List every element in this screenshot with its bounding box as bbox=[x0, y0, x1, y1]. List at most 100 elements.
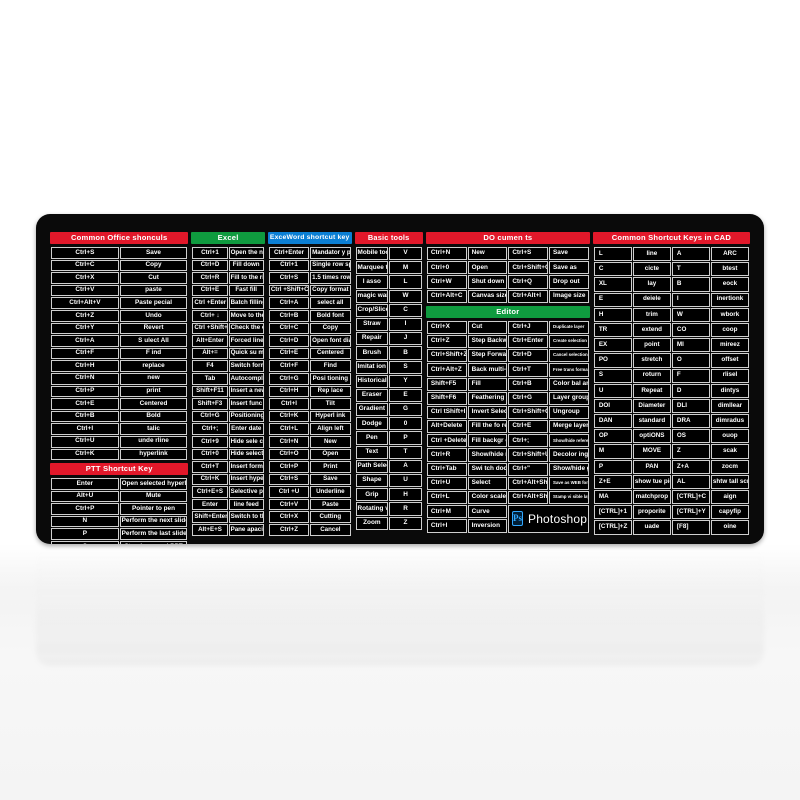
shortcut-desc-cell: hyperlink bbox=[119, 448, 188, 461]
table-row: Ctrl+W Shut down Ctrl+Q Drop out bbox=[426, 275, 589, 289]
shortcut-desc-cell: select all bbox=[310, 297, 351, 309]
shortcut-desc-cell: Switch formula reference 'Repeat' bbox=[228, 360, 264, 372]
shortcut-desc-cell: Paste pecial bbox=[119, 297, 188, 309]
shortcut-key-cell: Ctrl+E bbox=[51, 398, 119, 410]
shortcut-desc-cell: Mandator y paging bbox=[310, 247, 351, 259]
shortcut-desc-cell: Enter date bbox=[228, 423, 264, 435]
shortcut-desc-cell: proporite bbox=[632, 505, 671, 520]
table-row: Ctrl+Y Revert bbox=[51, 322, 188, 335]
table-row: P Perform the last slide bbox=[51, 528, 188, 541]
shortcut-desc-cell: W bbox=[389, 289, 422, 303]
shortcut-key-cell: F4 bbox=[192, 360, 228, 372]
shortcut-key-cell: Ctrl+I bbox=[51, 423, 119, 435]
shortcut-key-cell: Ctrl+V bbox=[268, 498, 310, 511]
shortcut-key-cell: Ctrl+Shift+C bbox=[508, 261, 549, 275]
shortcut-desc-cell: E bbox=[389, 388, 422, 403]
shortcut-desc-cell: Z bbox=[389, 516, 422, 530]
shortcut-desc-cell: T bbox=[389, 445, 422, 459]
table-row: Crop/Slice C bbox=[355, 303, 422, 317]
table-row: Ctrl+Alt+C Canvas size Ctrl+Alt+I Image siz… bbox=[426, 289, 589, 303]
shortcut-desc-cell: coop bbox=[710, 322, 749, 338]
shortcut-key-cell: S bbox=[51, 541, 119, 544]
shortcut-key-cell: Ctrl+G bbox=[268, 372, 310, 385]
shortcut-key-cell: P bbox=[593, 459, 632, 474]
shortcut-key-cell: OS bbox=[671, 429, 710, 444]
shortcut-key-cell: Enter bbox=[192, 498, 228, 511]
shortcut-desc-cell: Create selection bbox=[549, 334, 589, 349]
shortcut-desc-cell: Diameter bbox=[632, 398, 671, 414]
table-row: N Perform the next slide bbox=[51, 515, 188, 528]
table-row: Ctrl +Shift+ ↓Check the current position… bbox=[192, 322, 264, 335]
shortcut-desc-cell: Mute bbox=[119, 490, 188, 503]
shortcut-key-cell: Ctrl+ ↓ bbox=[192, 309, 228, 322]
shortcut-desc-cell: Show/hide ruler bbox=[467, 448, 508, 462]
shortcut-key-cell: S bbox=[593, 368, 632, 383]
shortcut-desc-cell: Fill down bbox=[228, 259, 264, 272]
shortcut-key-cell: Ctrl+S bbox=[268, 473, 310, 486]
section-common-office: Common Office shonculs Ctrl+S Save Ctrl+C C… bbox=[50, 232, 189, 544]
shortcut-desc-cell: Centered bbox=[310, 347, 351, 360]
shortcut-desc-cell: Fast fill bbox=[228, 284, 264, 297]
shortcut-desc-cell: deiele bbox=[632, 292, 671, 307]
shortcut-key-cell: Ctrl+; bbox=[508, 434, 549, 448]
shortcut-key-cell: Marquee tool bbox=[355, 261, 389, 275]
shortcut-key-cell: Mobile tool bbox=[355, 247, 389, 261]
shortcut-desc-cell: Decolor ing bbox=[549, 448, 589, 462]
shortcut-desc-cell: Print bbox=[310, 461, 351, 473]
shortcut-desc-cell: Color scale bbox=[467, 491, 508, 505]
mousepad-reflection bbox=[36, 546, 764, 666]
shortcut-desc-cell: Feathering selection bbox=[467, 391, 508, 405]
shortcut-key-cell: W bbox=[671, 307, 710, 322]
shortcut-key-cell: Ctrl+" bbox=[508, 462, 549, 476]
table-row: Ctrl+I Inversion bbox=[426, 519, 589, 533]
shortcut-desc-cell: ouop bbox=[710, 429, 749, 444]
mousepad: Common Office shonculs Ctrl+S Save Ctrl+C C… bbox=[36, 214, 764, 544]
shortcut-key-cell: N bbox=[51, 515, 119, 528]
shortcut-desc-cell: unde rline bbox=[119, 435, 188, 448]
shortcut-desc-cell: rlisel bbox=[710, 368, 749, 383]
shortcut-desc-cell: Fill bbox=[467, 377, 508, 391]
shortcut-key-cell: [CTRL]+1 bbox=[593, 505, 632, 520]
shortcut-desc-cell: F ind bbox=[119, 347, 188, 360]
shortcut-desc-cell: Invert Selection bbox=[467, 405, 508, 420]
shortcut-desc-cell: Positioning bbox=[228, 410, 264, 423]
shortcut-key-cell: Ctrl+X bbox=[268, 511, 310, 524]
table-editor: Ctrl+X Cut Ctrl+J Duplicate layer Ctrl+Z Step… bbox=[426, 320, 590, 534]
table-row: Ctrl+H replace bbox=[51, 360, 188, 372]
shortcut-desc-cell: Bold bbox=[119, 410, 188, 423]
shortcut-desc-cell: 0 bbox=[389, 417, 422, 431]
shortcut-key-cell: Ctrl+P bbox=[268, 461, 310, 473]
shortcut-key-cell: H bbox=[593, 307, 632, 322]
table-row: Ctrl+M Curve Ps Photoshop bbox=[426, 505, 589, 533]
shortcut-desc-cell: R bbox=[389, 502, 422, 516]
shortcut-key-cell: Ctrl+N bbox=[426, 247, 467, 261]
section-title-ptt: PTT Shortcut Key bbox=[50, 463, 189, 476]
shortcut-desc-cell: Layer grouping bbox=[549, 391, 589, 405]
shortcut-desc-cell: capyfip bbox=[710, 505, 749, 520]
table-row: Ctrl+Alt+V Paste pecial bbox=[51, 297, 188, 309]
shortcut-desc-cell: S bbox=[389, 360, 422, 374]
shortcut-key-cell: Ctrl+B bbox=[51, 410, 119, 423]
shortcut-desc-cell: Undo bbox=[119, 309, 188, 322]
shortcut-key-cell: Ctrl tShift+I bbox=[426, 405, 467, 420]
shortcut-desc-cell: Drop out bbox=[549, 275, 589, 289]
table-row: DAN standard DRA dimradus bbox=[593, 414, 749, 429]
photoshop-ps-icon: Ps bbox=[511, 511, 523, 527]
shortcut-key-cell: Ctrl +Delete bbox=[426, 434, 467, 448]
shortcut-key-cell: Ctrl+K bbox=[192, 473, 228, 486]
shortcut-desc-cell: I bbox=[389, 317, 422, 332]
shortcut-desc-cell: Fill to the right bbox=[228, 272, 264, 284]
